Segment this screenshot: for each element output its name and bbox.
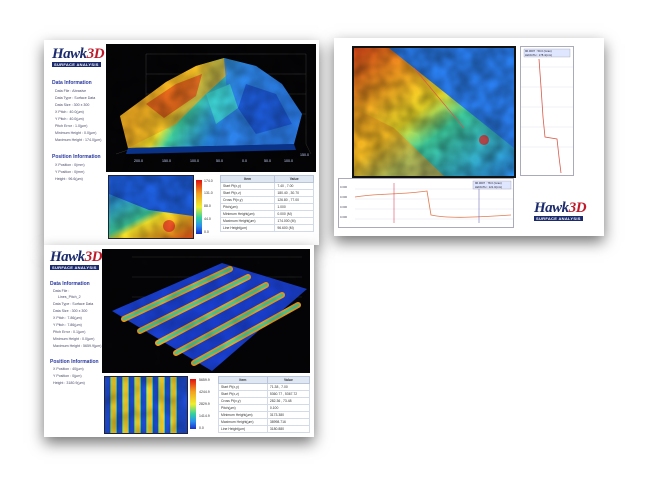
- vertical-profile-plot: 96.0007 : 50.0 (Gran) LENGTH : 178.4(mm): [520, 46, 574, 176]
- profile-label: LENGTH : 121.0(mm): [475, 185, 503, 189]
- logo-tagline: SURFACE ANALYSIS: [52, 62, 101, 67]
- table-row: Line Height(µm) 3180.880: [218, 425, 311, 433]
- color-scale-label: 2829.9: [199, 402, 210, 406]
- data-info-row: Y Pitch : 7.86(µm): [53, 323, 82, 327]
- axis-tick: 150.0: [162, 159, 171, 163]
- position-info-row: Height : 3180.9(µm): [53, 381, 85, 385]
- profile-label: LENGTH : 178.4(mm): [525, 53, 553, 57]
- height-map-2d[interactable]: [104, 376, 188, 434]
- profile-y-tick: 0.000: [340, 215, 347, 219]
- data-info-row: Data File :: [53, 289, 70, 293]
- data-info-row: Data Type : Surface Data: [55, 96, 96, 100]
- hawk3d-logo: Hawk3D: [52, 46, 105, 62]
- logo-tagline: SURFACE ANALYSIS: [50, 265, 99, 270]
- table-row: Line Height(µm) 96.600 (M): [219, 224, 314, 232]
- axis-tick: 200.0: [134, 159, 143, 163]
- data-info-row: Maximum Height : 174.0(µm): [55, 138, 102, 142]
- table-header: Item: [218, 376, 268, 384]
- horizontal-profile-plot: 96.0007 : 78.0 (Gran) LENGTH : 121.0(mm)…: [338, 178, 514, 228]
- surface-3d-view[interactable]: 200.0 150.0 100.0 50.0 0.0 50.0 100.0 15…: [106, 44, 316, 172]
- position-info-row: Height : 96.6(µm): [55, 177, 83, 181]
- table-row: Cross Pt(x,y) 126.80 , 77.00: [219, 196, 314, 204]
- hawk3d-logo: Hawk3D: [50, 249, 103, 265]
- table-row: Minimum Height(µm) 3173.380: [218, 411, 311, 419]
- position-info-row: X Position : 0(mm): [55, 163, 85, 167]
- hawk3d-logo: Hawk3D: [534, 200, 587, 216]
- table-row: Cross Pt(x,y) 282.36 , 73.48: [218, 397, 311, 405]
- measurement-table: Item Value Start Pt(x,y) 7.40 , 7.00 Start…: [219, 175, 314, 232]
- data-info-row: Minimum Height : 0.0(µm): [53, 337, 95, 341]
- table-row: Maximum Height(µm) 38998.716: [218, 418, 311, 426]
- data-info-row: Y Pitch : 40.0(µm): [55, 117, 84, 121]
- table-row: Start Pt(x,y) 7.40 , 7.00: [219, 182, 314, 190]
- data-info-row: Maximum Height : 5659.9(µm): [53, 344, 102, 348]
- axis-tick: 50.0: [264, 159, 271, 163]
- color-scale-label: 131.0: [204, 191, 213, 195]
- data-info-title: Data Information: [50, 281, 90, 287]
- profile-label: 96.0007 : 78.0 (Gran): [475, 181, 502, 185]
- data-info-row: Data Type : Surface Data: [53, 302, 94, 306]
- report-panel-profile: 96.0007 : 50.0 (Gran) LENGTH : 178.4(mm)…: [334, 38, 604, 236]
- position-info-title: Position Information: [50, 359, 99, 365]
- color-scale-label: 4244.9: [199, 390, 210, 394]
- axis-tick: 100.0: [190, 159, 199, 163]
- table-row: Pitch(µm) 0.100: [218, 404, 311, 412]
- table-row: Start Pt(x,z) 5360.77 , 5367.72: [218, 390, 311, 398]
- data-info-row: Minimum Height : 0.0(µm): [55, 131, 97, 135]
- color-scale-label: 1414.9: [199, 414, 210, 418]
- profile-y-tick: 0.000: [340, 195, 347, 199]
- report-panel-lines: Hawk3D SURFACE ANALYSIS Data Information…: [44, 245, 314, 437]
- logo-tagline: SURFACE ANALYSIS: [534, 216, 583, 221]
- table-header: Item: [219, 175, 276, 183]
- color-scale-label: 88.0: [204, 204, 211, 208]
- data-info-row: Data File : Abrasive: [55, 89, 87, 93]
- color-scale-label: 0.0: [199, 426, 204, 430]
- axis-tick: 50.0: [216, 159, 223, 163]
- table-header: Value: [266, 376, 311, 384]
- measurement-table: Item Value Start Pt(x,y) 71.38 , 7.00 Star…: [218, 376, 311, 433]
- data-info-row: X Pitch : 7.86(µm): [53, 316, 82, 320]
- color-scale-label: 44.0: [204, 217, 211, 221]
- surface-3d-plot: [102, 249, 310, 373]
- axis-tick: 0.0: [242, 159, 247, 163]
- data-info-title: Data Information: [52, 80, 92, 86]
- height-map-2d[interactable]: [108, 175, 194, 239]
- position-info-title: Position Information: [52, 154, 101, 160]
- data-info-row: Data Size : 300 x 300: [55, 103, 90, 107]
- profile-y-tick: 0.000: [340, 185, 347, 189]
- color-scale-bar: [190, 379, 196, 429]
- profile-label: 96.0007 : 50.0 (Gran): [525, 49, 552, 53]
- profile-y-tick: 0.000: [340, 205, 347, 209]
- data-info-row: Lines_Pitch_2: [58, 295, 81, 299]
- table-row: Start Pt(x,z) 180.40 , 30.70: [219, 189, 314, 197]
- table-row: Start Pt(x,y) 71.38 , 7.00: [218, 383, 311, 391]
- axis-tick: 150.0: [300, 153, 309, 157]
- surface-3d-view[interactable]: [102, 249, 310, 373]
- table-row: Pitch(µm) 1.000: [219, 203, 314, 211]
- data-info-row: X Pitch : 40.0(µm): [55, 110, 84, 114]
- data-info-row: Data Size : 300 x 300: [53, 309, 88, 313]
- table-row: Minimum Height(µm) 0.000 (M): [219, 210, 314, 218]
- color-scale-label: 5659.9: [199, 378, 210, 382]
- axis-tick: 100.0: [284, 159, 293, 163]
- height-map-large[interactable]: [352, 46, 516, 178]
- position-info-row: X Position : 40(µm): [53, 367, 84, 371]
- color-scale-label: 174.0: [204, 179, 213, 183]
- color-scale-bar: [196, 180, 202, 234]
- data-info-row: Pitch Error : 0.1(µm): [53, 330, 86, 334]
- position-info-row: Y Position : 0(µm): [53, 374, 82, 378]
- data-info-row: Pitch Error : 1.0(µm): [55, 124, 88, 128]
- color-scale-label: 0.0: [204, 230, 209, 234]
- position-info-row: Y Position : 0(mm): [55, 170, 85, 174]
- report-panel-abrasive: Hawk3D SURFACE ANALYSIS Data Information…: [44, 40, 319, 245]
- surface-3d-plot: 200.0 150.0 100.0 50.0 0.0 50.0 100.0 15…: [106, 44, 316, 172]
- table-row: Maximum Height(µm) 174.000 (M): [219, 217, 314, 225]
- table-header: Value: [274, 175, 314, 183]
